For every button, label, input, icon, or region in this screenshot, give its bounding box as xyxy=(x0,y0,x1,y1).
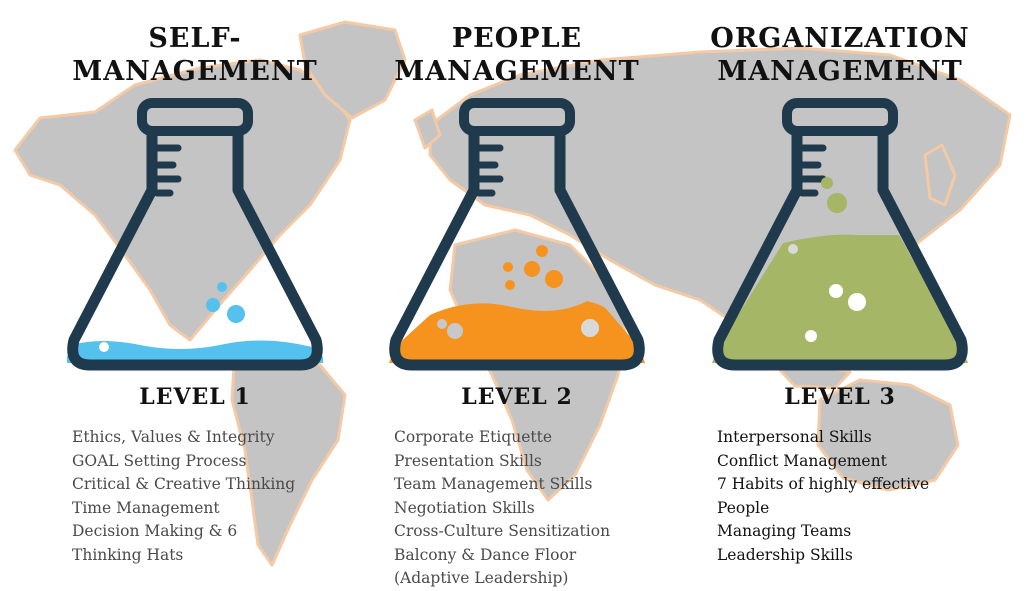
flask-outline xyxy=(389,131,645,371)
greenland-shape xyxy=(298,20,407,120)
bubble xyxy=(829,284,843,298)
column-heading: ORGANIZATION MANAGEMENT xyxy=(680,22,1000,88)
flask-rim xyxy=(782,98,898,136)
level-label: LEVEL 3 xyxy=(784,384,896,410)
bubble xyxy=(524,261,540,277)
measure-marks xyxy=(475,144,504,197)
flask-outline xyxy=(67,131,323,371)
bubble xyxy=(788,244,798,254)
heading-line: PEOPLE xyxy=(451,23,583,54)
column-heading: SELF- MANAGEMENT xyxy=(35,22,355,88)
green-liquid xyxy=(712,234,968,363)
bubble xyxy=(827,193,847,213)
bubble xyxy=(437,319,447,329)
bubble xyxy=(581,319,599,337)
measure-marks xyxy=(153,144,182,197)
blue-liquid xyxy=(67,340,323,363)
heading-line: MANAGEMENT xyxy=(394,56,640,87)
bubble xyxy=(217,282,227,292)
skill-item: People xyxy=(717,498,770,517)
bubble xyxy=(805,330,817,342)
bubble xyxy=(821,177,833,189)
orange-flask-icon xyxy=(389,98,645,371)
bubble xyxy=(206,298,220,312)
heading-line: ORGANIZATION xyxy=(710,23,970,54)
bubble xyxy=(848,293,866,311)
bubble xyxy=(545,270,563,288)
column-heading: PEOPLE MANAGEMENT xyxy=(357,22,677,88)
level-2-column: PEOPLE MANAGEMENT LEVEL 2 Corporate Etiq… xyxy=(357,0,677,587)
bubble xyxy=(503,262,513,272)
level-1-column: SELF- MANAGEMENT LEVEL 1 Ethics, Values … xyxy=(35,0,355,585)
skill-item: 7 Habits of highly effective xyxy=(717,475,930,493)
bubble xyxy=(536,245,548,257)
level-label: LEVEL 2 xyxy=(461,384,573,410)
level-3-column: ORGANIZATION MANAGEMENT LEVEL 3 Interper… xyxy=(680,0,1000,585)
uk-shape xyxy=(413,108,442,150)
skills-list: Corporate Etiquette Presentation Skills … xyxy=(394,426,694,591)
measure-marks xyxy=(798,144,827,197)
blue-flask-icon xyxy=(67,98,323,371)
bubble xyxy=(447,323,463,339)
green-flask-icon xyxy=(712,98,968,371)
skill-item: (Adaptive Leadership) xyxy=(394,569,569,587)
skill-item: Corporate Etiquette xyxy=(394,428,553,446)
japan-shape xyxy=(923,143,957,207)
flask-outline xyxy=(712,131,968,371)
south-america-shape xyxy=(230,343,347,567)
skill-item: Conflict Management xyxy=(717,451,887,470)
bubble xyxy=(227,305,245,323)
skills-list: Ethics, Values & Integrity GOAL Setting … xyxy=(72,426,372,567)
skill-item: Leadership Skills xyxy=(717,545,853,564)
skill-item: GOAL Setting Process xyxy=(72,451,247,470)
bubble xyxy=(99,342,109,352)
skill-item: Thinking Hats xyxy=(72,545,184,564)
flask-rim xyxy=(459,98,575,136)
skill-item: Cross-Culture Sensitization xyxy=(394,522,611,540)
skill-item: Decision Making & 6 xyxy=(72,522,238,540)
flask-rim xyxy=(137,98,253,136)
skill-item: Interpersonal Skills xyxy=(717,428,872,446)
orange-liquid xyxy=(389,301,645,363)
skill-item: Negotiation Skills xyxy=(394,498,535,517)
skill-item: Critical & Creative Thinking xyxy=(72,475,296,493)
skill-item: Team Management Skills xyxy=(394,475,593,493)
heading-line: MANAGEMENT xyxy=(717,56,963,87)
heading-line: MANAGEMENT xyxy=(72,56,318,87)
skill-item: Managing Teams xyxy=(717,522,852,540)
heading-line: SELF- xyxy=(148,23,242,54)
north-america-shape xyxy=(13,58,352,342)
bubble xyxy=(505,280,515,290)
skill-item: Ethics, Values & Integrity xyxy=(72,428,275,446)
skill-item: Presentation Skills xyxy=(394,451,542,470)
skills-list: Interpersonal Skills Conflict Management… xyxy=(717,426,1017,567)
level-label: LEVEL 1 xyxy=(139,384,251,410)
skill-item: Time Management xyxy=(72,498,220,517)
skill-item: Balcony & Dance Floor xyxy=(394,545,577,564)
australia-shape xyxy=(816,378,960,492)
